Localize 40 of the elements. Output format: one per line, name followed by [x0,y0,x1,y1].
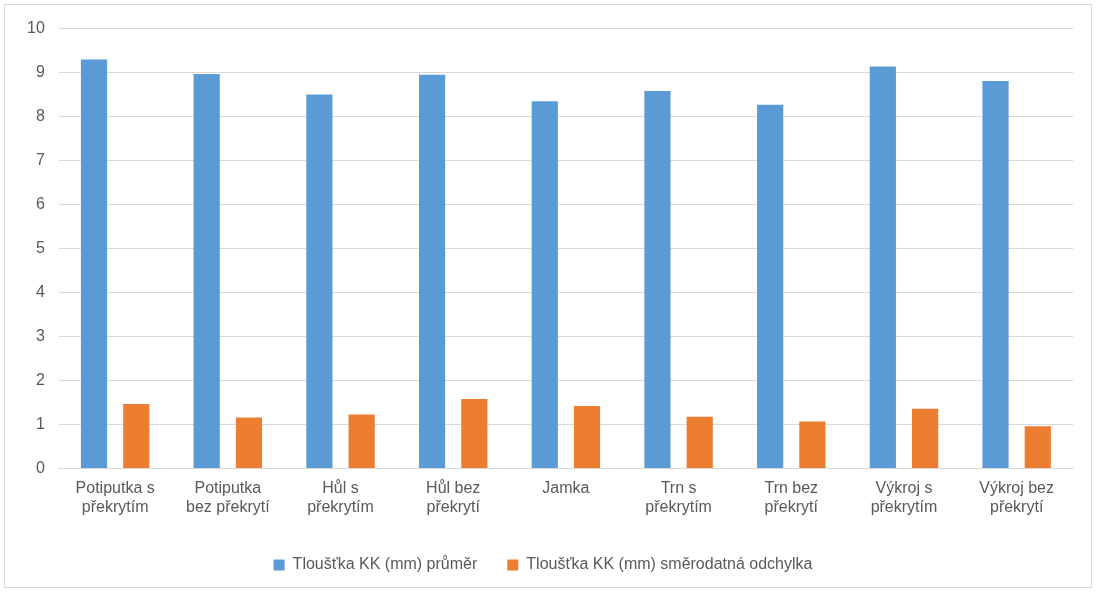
y-tick-label: 4 [35,283,45,301]
bar [869,66,896,469]
bar [235,417,263,469]
bar [461,399,488,469]
x-tick-label: Trn bez překrytí [764,478,819,515]
x-tick-label: Hůl s překrytím [307,478,374,515]
x-tick-label: Výkroj bez překrytí [979,478,1055,515]
bar [912,408,939,469]
x-tick-label: Jamka [542,478,590,496]
bar [1024,426,1051,469]
bar [573,406,601,469]
bar [757,104,784,469]
bar [799,421,826,469]
y-tick-label: 6 [35,195,45,213]
y-tick-label: 2 [35,371,45,389]
bar [348,414,375,469]
x-tick-label: Hůl bez překrytí [426,478,481,515]
bar [644,91,671,469]
bar [80,59,108,469]
y-tick-label: 9 [35,63,45,81]
bar [306,94,333,469]
x-tick-label: Výkroj s překrytím [870,478,938,515]
legend-label: Tloušťka KK (mm) směrodatná odchylka [526,555,813,573]
y-tick-label: 5 [35,239,45,257]
legend-label: Tloušťka KK (mm) průměr [292,555,478,573]
x-tick-label: Potiputka s překrytím [75,478,155,515]
y-tick-label: 7 [35,151,45,169]
x-tick-label: Potiputka bez překrytí [186,478,271,515]
y-tick-label: 1 [35,415,45,433]
x-tick-label: Trn s překrytím [645,478,712,515]
y-tick-label: 8 [35,107,45,125]
bar [123,403,150,469]
bar [531,101,558,469]
y-tick-label: 10 [27,19,45,37]
bar [982,80,1009,469]
bar [686,416,713,469]
bar [418,74,446,469]
y-tick-label: 0 [35,459,45,477]
bar [193,73,220,469]
y-tick-label: 3 [35,327,45,345]
